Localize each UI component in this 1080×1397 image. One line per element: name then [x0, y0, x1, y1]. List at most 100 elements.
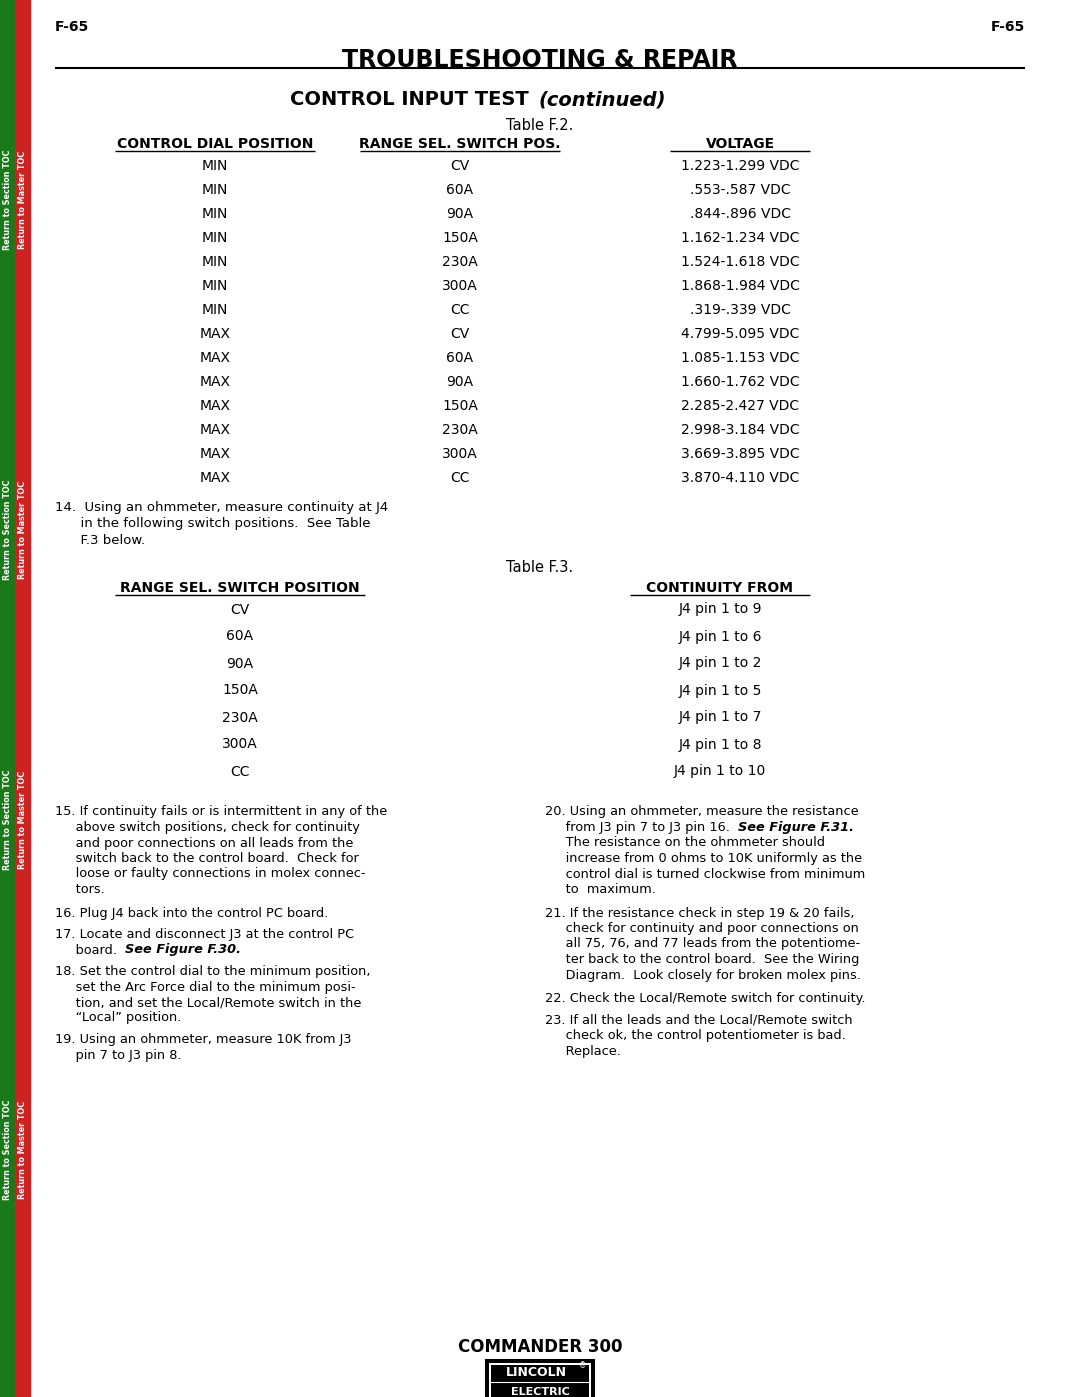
Text: Return to Master TOC: Return to Master TOC — [18, 151, 27, 249]
Text: RANGE SEL. SWITCH POSITION: RANGE SEL. SWITCH POSITION — [120, 581, 360, 595]
Text: “Local” position.: “Local” position. — [55, 1011, 181, 1024]
Text: MAX: MAX — [200, 471, 230, 485]
Text: MIN: MIN — [202, 183, 228, 197]
Text: in the following switch positions.  See Table: in the following switch positions. See T… — [55, 517, 370, 531]
Text: The resistance on the ohmmeter should: The resistance on the ohmmeter should — [545, 837, 825, 849]
Text: above switch positions, check for continuity: above switch positions, check for contin… — [55, 821, 360, 834]
Text: 3.669-3.895 VDC: 3.669-3.895 VDC — [680, 447, 799, 461]
Text: CC: CC — [230, 764, 249, 778]
Text: .844-.896 VDC: .844-.896 VDC — [689, 207, 791, 221]
Text: 4.799-5.095 VDC: 4.799-5.095 VDC — [680, 327, 799, 341]
Text: J4 pin 1 to 7: J4 pin 1 to 7 — [678, 711, 761, 725]
Text: ter back to the control board.  See the Wiring: ter back to the control board. See the W… — [545, 953, 860, 965]
Text: CV: CV — [450, 327, 470, 341]
Text: 230A: 230A — [442, 256, 477, 270]
Text: J4 pin 1 to 8: J4 pin 1 to 8 — [678, 738, 761, 752]
Text: 60A: 60A — [227, 630, 254, 644]
Text: Return to Master TOC: Return to Master TOC — [18, 1101, 27, 1199]
Text: J4 pin 1 to 2: J4 pin 1 to 2 — [678, 657, 761, 671]
Text: See Figure F.31.: See Figure F.31. — [738, 821, 854, 834]
Text: 90A: 90A — [446, 374, 473, 388]
Text: and poor connections on all leads from the: and poor connections on all leads from t… — [55, 837, 353, 849]
Text: 300A: 300A — [222, 738, 258, 752]
Text: all 75, 76, and 77 leads from the potentiome-: all 75, 76, and 77 leads from the potent… — [545, 937, 860, 950]
Text: board.: board. — [55, 943, 125, 957]
Text: 300A: 300A — [442, 447, 477, 461]
Text: F-65: F-65 — [55, 20, 90, 34]
Text: 23. If all the leads and the Local/Remote switch: 23. If all the leads and the Local/Remot… — [545, 1013, 852, 1027]
Text: VOLTAGE: VOLTAGE — [705, 137, 774, 151]
Text: RANGE SEL. SWITCH POS.: RANGE SEL. SWITCH POS. — [360, 137, 561, 151]
Text: 60A: 60A — [446, 183, 473, 197]
Text: 150A: 150A — [222, 683, 258, 697]
Text: MIN: MIN — [202, 159, 228, 173]
Text: 1.524-1.618 VDC: 1.524-1.618 VDC — [680, 256, 799, 270]
Text: (continued): (continued) — [538, 89, 665, 109]
Text: MAX: MAX — [200, 327, 230, 341]
Text: .553-.587 VDC: .553-.587 VDC — [690, 183, 791, 197]
Text: 2.998-3.184 VDC: 2.998-3.184 VDC — [680, 423, 799, 437]
Text: 16. Plug J4 back into the control PC board.: 16. Plug J4 back into the control PC boa… — [55, 907, 328, 919]
Text: 14.  Using an ohmmeter, measure continuity at J4: 14. Using an ohmmeter, measure continuit… — [55, 502, 388, 514]
Text: 3.870-4.110 VDC: 3.870-4.110 VDC — [680, 471, 799, 485]
Text: 21. If the resistance check in step 19 & 20 fails,: 21. If the resistance check in step 19 &… — [545, 907, 854, 919]
Text: 300A: 300A — [442, 279, 477, 293]
Text: CONTROL INPUT TEST: CONTROL INPUT TEST — [291, 89, 536, 109]
Text: CC: CC — [450, 303, 470, 317]
Text: Return to Section TOC: Return to Section TOC — [3, 479, 12, 580]
Bar — [15, 0, 30, 1397]
Bar — [491, 1365, 589, 1397]
Text: Diagram.  Look closely for broken molex pins.: Diagram. Look closely for broken molex p… — [545, 968, 861, 982]
Text: 18. Set the control dial to the minimum position,: 18. Set the control dial to the minimum … — [55, 965, 370, 978]
Text: 1.223-1.299 VDC: 1.223-1.299 VDC — [680, 159, 799, 173]
Text: LINCOLN: LINCOLN — [505, 1365, 567, 1379]
Text: 150A: 150A — [442, 400, 478, 414]
Text: control dial is turned clockwise from minimum: control dial is turned clockwise from mi… — [545, 868, 865, 880]
Text: check for continuity and poor connections on: check for continuity and poor connection… — [545, 922, 859, 935]
Text: 22. Check the Local/Remote switch for continuity.: 22. Check the Local/Remote switch for co… — [545, 992, 865, 1004]
Text: MIN: MIN — [202, 303, 228, 317]
Text: TROUBLESHOOTING & REPAIR: TROUBLESHOOTING & REPAIR — [342, 47, 738, 73]
Text: 1.660-1.762 VDC: 1.660-1.762 VDC — [680, 374, 799, 388]
Text: Return to Master TOC: Return to Master TOC — [18, 771, 27, 869]
Text: .319-.339 VDC: .319-.339 VDC — [689, 303, 791, 317]
Text: 20. Using an ohmmeter, measure the resistance: 20. Using an ohmmeter, measure the resis… — [545, 806, 859, 819]
Text: 19. Using an ohmmeter, measure 10K from J3: 19. Using an ohmmeter, measure 10K from … — [55, 1032, 351, 1046]
Text: See Figure F.30.: See Figure F.30. — [125, 943, 241, 957]
Text: MIN: MIN — [202, 256, 228, 270]
Text: J4 pin 1 to 9: J4 pin 1 to 9 — [678, 602, 761, 616]
Text: loose or faulty connections in molex connec-: loose or faulty connections in molex con… — [55, 868, 365, 880]
Text: J4 pin 1 to 5: J4 pin 1 to 5 — [678, 683, 761, 697]
Text: F.3 below.: F.3 below. — [55, 534, 145, 548]
Text: Table F.3.: Table F.3. — [507, 560, 573, 576]
Text: to  maximum.: to maximum. — [545, 883, 656, 895]
Text: 2.285-2.427 VDC: 2.285-2.427 VDC — [680, 400, 799, 414]
Text: MIN: MIN — [202, 231, 228, 244]
Text: 90A: 90A — [227, 657, 254, 671]
Text: 230A: 230A — [442, 423, 477, 437]
Text: Return to Section TOC: Return to Section TOC — [3, 149, 12, 250]
Text: 1.162-1.234 VDC: 1.162-1.234 VDC — [680, 231, 799, 244]
Bar — [486, 1361, 594, 1397]
Text: tion, and set the Local/Remote switch in the: tion, and set the Local/Remote switch in… — [55, 996, 362, 1009]
Text: 90A: 90A — [446, 207, 473, 221]
Text: 60A: 60A — [446, 351, 473, 365]
Text: ELECTRIC: ELECTRIC — [511, 1387, 569, 1397]
Text: J4 pin 1 to 10: J4 pin 1 to 10 — [674, 764, 766, 778]
Text: increase from 0 ohms to 10K uniformly as the: increase from 0 ohms to 10K uniformly as… — [545, 852, 862, 865]
Text: set the Arc Force dial to the minimum posi-: set the Arc Force dial to the minimum po… — [55, 981, 355, 993]
Text: CV: CV — [450, 159, 470, 173]
Text: MAX: MAX — [200, 351, 230, 365]
Text: 230A: 230A — [222, 711, 258, 725]
Bar — [0, 0, 15, 1397]
Text: 1.868-1.984 VDC: 1.868-1.984 VDC — [680, 279, 799, 293]
Text: COMMANDER 300: COMMANDER 300 — [458, 1338, 622, 1356]
Text: CONTROL DIAL POSITION: CONTROL DIAL POSITION — [117, 137, 313, 151]
Text: MIN: MIN — [202, 279, 228, 293]
Text: CONTINUITY FROM: CONTINUITY FROM — [647, 581, 794, 595]
Text: MAX: MAX — [200, 374, 230, 388]
Text: pin 7 to J3 pin 8.: pin 7 to J3 pin 8. — [55, 1049, 181, 1062]
Text: from J3 pin 7 to J3 pin 16.: from J3 pin 7 to J3 pin 16. — [545, 821, 738, 834]
Text: MAX: MAX — [200, 447, 230, 461]
Text: 15. If continuity fails or is intermittent in any of the: 15. If continuity fails or is intermitte… — [55, 806, 388, 819]
